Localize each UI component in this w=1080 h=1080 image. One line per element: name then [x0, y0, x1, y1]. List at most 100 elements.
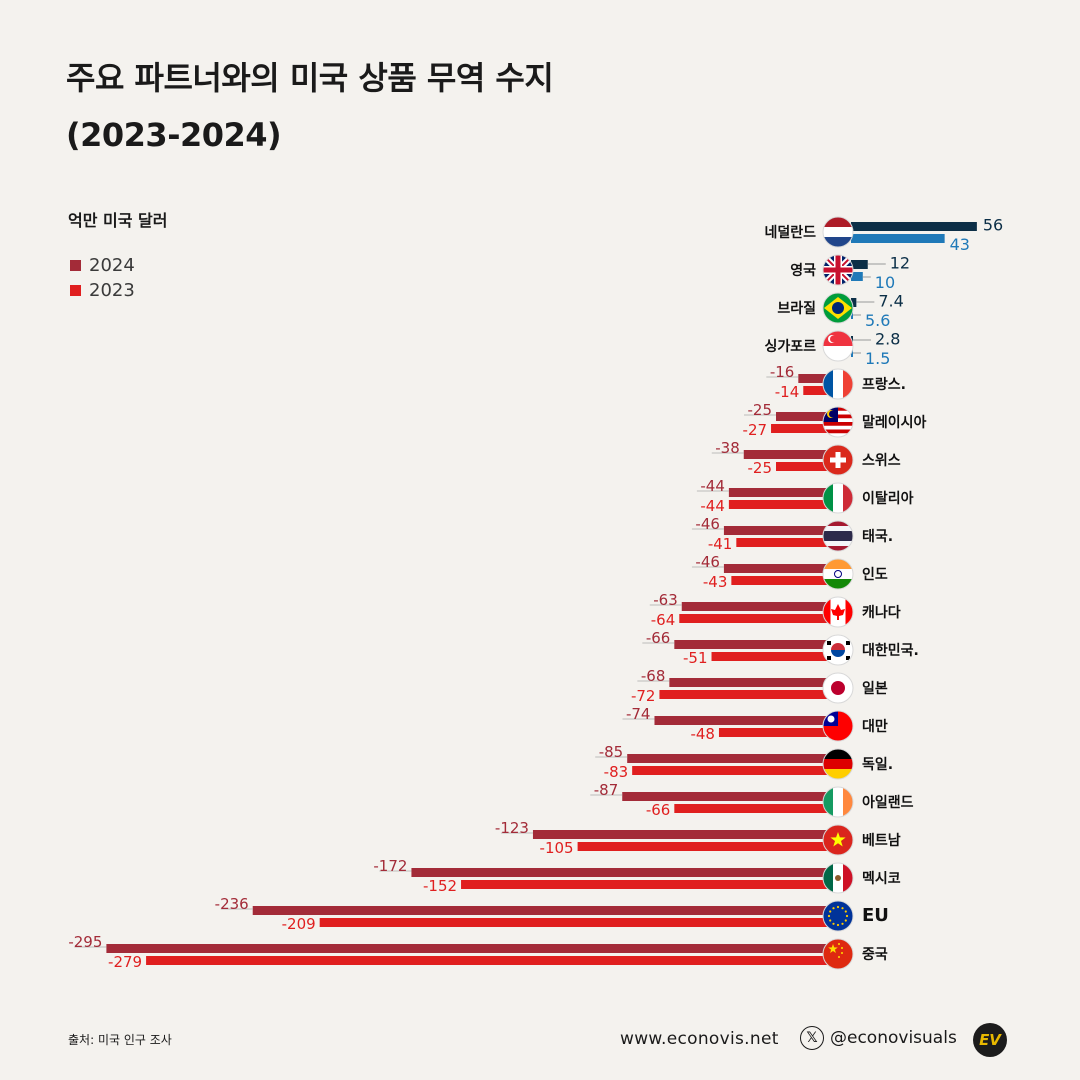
bar-2023 [851, 272, 863, 281]
legend-swatch-2023 [70, 285, 81, 296]
data-label-2024: -236 [215, 895, 249, 913]
bar-2023 [776, 462, 838, 471]
category-row: -25 -27 말레이시아 [743, 401, 927, 439]
legend-item-2023: 2023 [70, 278, 135, 303]
category-label: 대만 [862, 719, 888, 735]
category-row: -236 -209 EU [215, 895, 889, 933]
data-label-2024: -123 [495, 819, 529, 837]
data-label-2024: -87 [594, 781, 619, 799]
category-row: -46 -41 태국. [691, 515, 893, 553]
bar-2024 [654, 716, 838, 725]
data-label-2024: 56 [983, 216, 1003, 235]
data-label-2023: -105 [540, 839, 574, 857]
bar-2024 [681, 602, 838, 611]
category-row: -16 -14 프랑스. [766, 363, 906, 401]
data-label-2023: -72 [631, 687, 656, 705]
bar-2023 [771, 424, 838, 433]
flag-switzerland-icon [823, 445, 853, 475]
bar-2024 [622, 792, 838, 801]
bar-2024 [851, 260, 868, 269]
bar-2024 [776, 412, 838, 421]
data-label-2023: -51 [683, 649, 708, 667]
data-label-2023: -83 [604, 763, 629, 781]
data-label-2023: -64 [651, 611, 676, 629]
legend-label-2024: 2024 [89, 255, 135, 276]
category-label: 말레이시아 [862, 414, 927, 431]
data-label-2023: -14 [775, 383, 800, 401]
category-label: 대한민국. [862, 642, 919, 659]
bar-2023 [319, 918, 838, 927]
category-row: -172 -152 멕시코 [373, 857, 900, 895]
data-label-2024: -25 [748, 401, 773, 419]
bar-2023 [146, 956, 838, 965]
data-label-2023: 10 [875, 273, 895, 292]
data-label-2024: -172 [373, 857, 407, 875]
bar-2023 [736, 538, 838, 547]
bar-2023 [728, 500, 838, 509]
bar-2024 [851, 222, 977, 231]
category-row: -85 -83 독일. [595, 743, 893, 781]
flag-canada-icon [823, 597, 853, 627]
category-label: EU [862, 905, 889, 926]
bar-2024 [106, 944, 838, 953]
data-label-2023: -66 [646, 801, 671, 819]
flag-malaysia-icon [823, 407, 853, 437]
category-row: -87 -66 아일랜드 [590, 781, 914, 819]
bar-2023 [679, 614, 838, 623]
category-label: 이탈리아 [862, 490, 914, 507]
social-handle[interactable]: 𝕏 @econovisuals [800, 1026, 957, 1050]
bar-2024 [532, 830, 838, 839]
flag-netherlands-icon [823, 217, 853, 247]
category-label: 브라질 [777, 301, 816, 317]
bar-2024 [674, 640, 838, 649]
category-label: 프랑스. [862, 377, 906, 393]
data-label-2024: -44 [700, 477, 725, 495]
bar-2023 [803, 386, 838, 395]
category-label: 베트남 [862, 832, 901, 849]
website-link[interactable]: www.econovis.net [620, 1029, 779, 1049]
bar-2023 [711, 652, 838, 661]
data-label-2024: -38 [715, 439, 740, 457]
flag-italy-icon [823, 483, 853, 513]
data-label-2023: 1.5 [865, 349, 890, 368]
flag-eu-icon [823, 901, 853, 931]
bar-2024 [411, 868, 838, 877]
category-row: -74 -48 대만 [622, 705, 888, 743]
bar-2024 [851, 298, 857, 307]
data-label-2024: -46 [695, 515, 720, 533]
data-label-2024: -85 [599, 743, 624, 761]
category-row: -123 -105 베트남 [495, 819, 901, 857]
category-row: -44 -44 이탈리아 [696, 477, 914, 515]
category-row: -66 -51 대한민국. [642, 629, 919, 667]
social-handle-text: @econovisuals [830, 1028, 957, 1048]
data-label-2024: -295 [68, 933, 102, 951]
bar-2024 [743, 450, 838, 459]
unit-label: 억만 미국 달러 [68, 211, 168, 230]
category-label: 캐나다 [862, 605, 901, 621]
flag-uk-icon [823, 255, 853, 285]
category-row: -63 -64 캐나다 [649, 591, 901, 629]
bar-2024 [252, 906, 839, 915]
flag-singapore-icon [823, 331, 853, 361]
category-label: 태국. [862, 529, 893, 545]
bar-2024 [723, 564, 838, 573]
title-line-1: 주요 파트너와의 미국 상품 무역 수지 [66, 59, 554, 97]
data-label-2023: -279 [108, 953, 142, 971]
bar-2023 [632, 766, 838, 775]
data-label-2024: -63 [653, 591, 678, 609]
data-label-2023: -43 [703, 573, 728, 591]
title-line-2: (2023-2024) [66, 116, 282, 154]
bar-2024 [723, 526, 838, 535]
data-label-2023: 5.6 [865, 311, 890, 330]
category-label: 독일. [862, 757, 893, 773]
category-label: 영국 [790, 262, 816, 279]
legend: 2024 2023 [70, 253, 135, 303]
data-label-2024: -66 [646, 629, 671, 647]
flag-brazil-icon [823, 293, 853, 323]
data-label-2024: -74 [626, 705, 651, 723]
legend-label-2023: 2023 [89, 280, 135, 301]
category-label: 멕시코 [862, 870, 901, 887]
category-label: 인도 [862, 566, 888, 583]
